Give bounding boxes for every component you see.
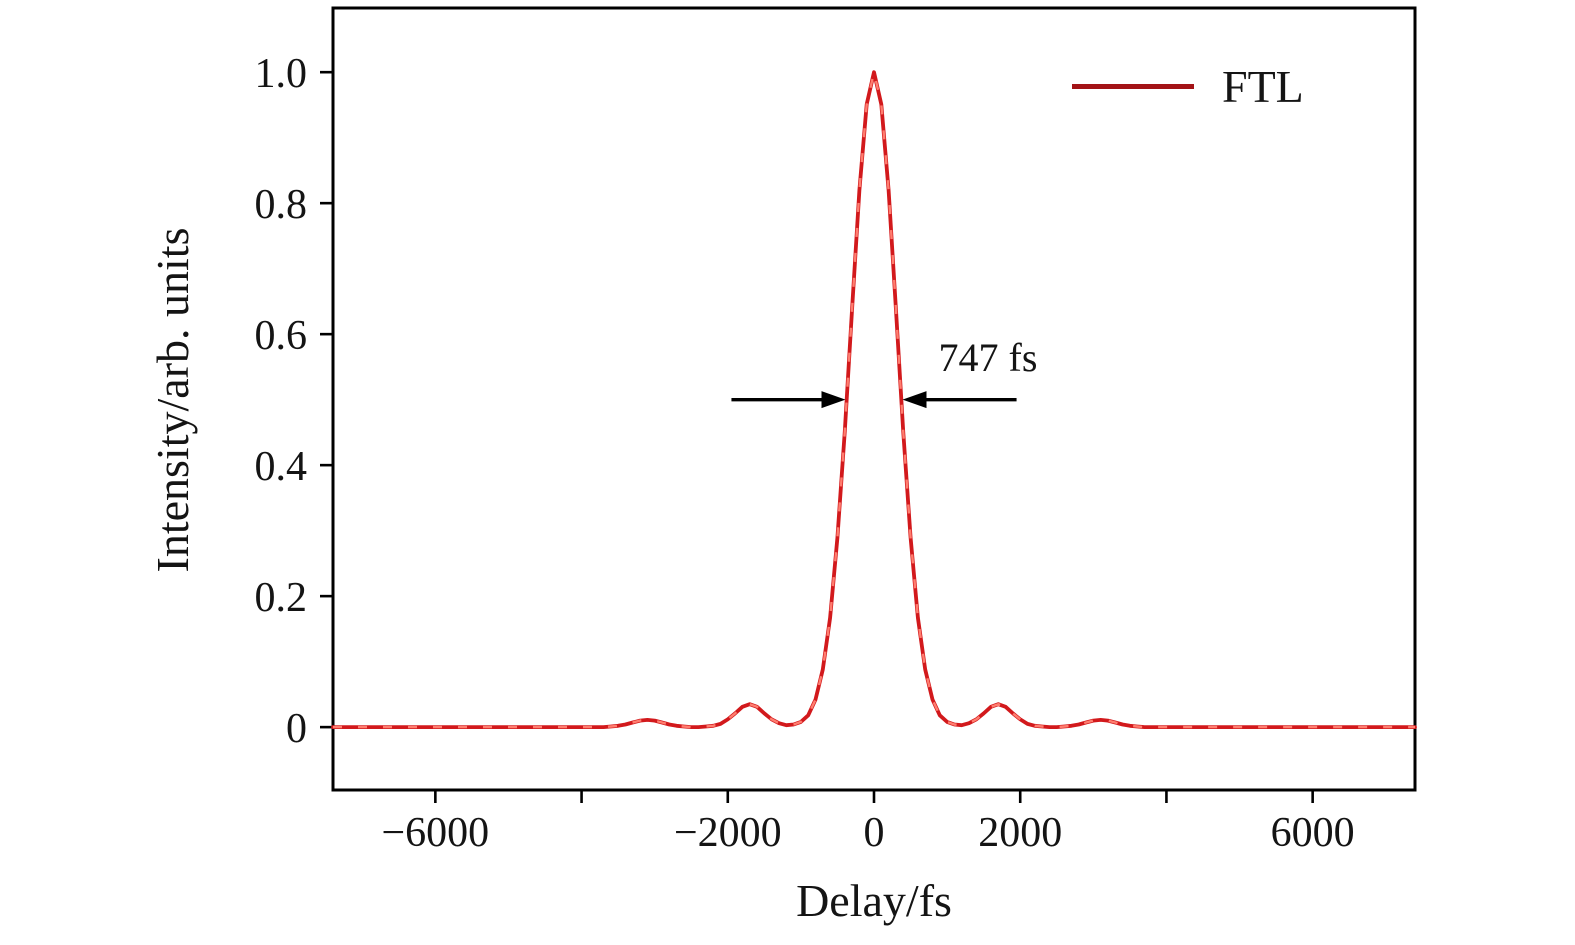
x-axis-label: Delay/fs [796,875,952,926]
y-axis-label: Intensity/arb. units [147,227,198,573]
y-tick-label: 0.2 [255,575,308,621]
plot-frame [331,6,1417,792]
x-tick-label: 0 [864,810,885,856]
legend: FTL [1072,60,1304,112]
legend-line-sample [1072,83,1194,89]
x-tick-label: −2000 [674,810,782,856]
legend-label: FTL [1222,60,1304,112]
y-tick-label: 1.0 [255,51,308,97]
x-tick-label: −6000 [382,810,490,856]
y-tick-label: 0.4 [255,444,308,490]
fwhm-annotation-text: 747 fs [938,335,1038,380]
ftl-curve [331,70,1417,729]
fwhm-left-arrow-head [821,391,846,409]
y-tick-label: 0.6 [255,313,308,359]
fwhm-right-arrow-head [902,391,927,409]
x-tick-label: 2000 [978,810,1062,856]
y-tick-label: 0 [286,706,307,752]
ftl-curve-dash-overlay [333,71,1415,729]
y-tick-label: 0.8 [255,182,308,228]
x-tick-label: 6000 [1271,810,1355,856]
